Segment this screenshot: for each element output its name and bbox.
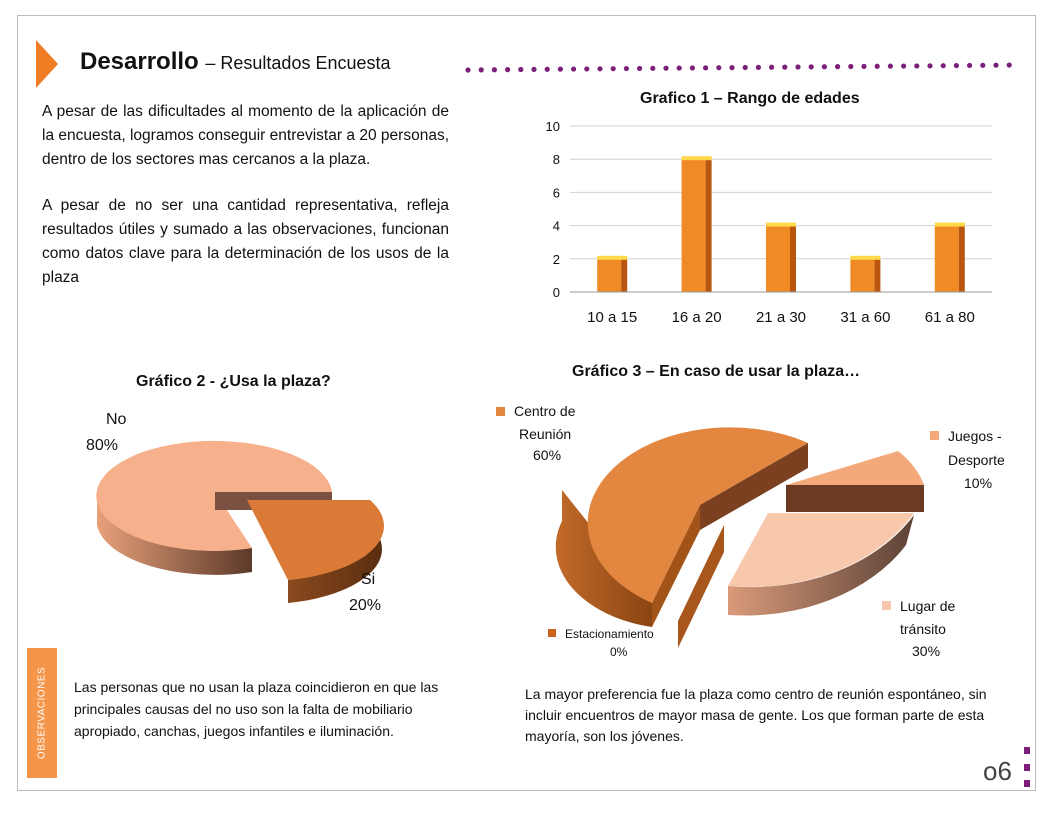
pie-slice-transito [728,513,914,587]
bar-cap [766,222,796,227]
x-tick-label: 21 a 30 [756,309,806,326]
pie-label-si: Si [361,571,375,588]
y-tick-label: 10 [546,119,560,134]
plaza-use-pie-chart: Centro de Reunión 60% Juegos -Desporte 10% … [496,403,1005,659]
x-tick-label: 31 a 60 [840,309,890,326]
pie-percent-si: 20% [349,597,381,614]
age-bar-chart: 0 2 4 6 8 10 10 a 15 16 a 20 21 a 30 31 a 60 61 a … [546,119,992,326]
bar-shade [705,159,712,292]
legend-label-transito: Lugar de tránsito 30% [900,598,955,659]
legend-swatch-juegos [930,431,939,440]
bar-21-a-30 [766,225,790,292]
bar-shade [790,225,796,292]
intro-text: A pesar de las dificultades al momento d… [42,100,449,312]
observaciones-tab [27,648,57,778]
page-frame [17,15,1036,791]
legend-label-estacionamiento: Estacionamiento 0% [565,627,654,659]
pie-percent-no: 80% [86,437,118,454]
page-mark-icon [1024,780,1030,787]
chart3-title: Gráfico 3 – En caso de usar la plaza… [572,363,861,380]
intro-paragraph-2: A pesar de no ser una cantidad represent… [42,197,449,286]
bar-cap [597,255,628,260]
pie-label-no: No [106,411,127,428]
pie-slice-juegos [786,451,924,485]
legend-swatch-centro-reunion [496,407,505,416]
page-number: o6 [983,756,1012,786]
bar-61-a-80 [934,225,959,292]
y-tick-label: 0 [553,285,560,300]
title-arrow-icon [36,40,58,88]
observation-note-2: La mayor preferencia fue la plaza como c… [525,686,987,744]
page-mark-icon [1024,764,1030,771]
chart2-title: Gráfico 2 - ¿Usa la plaza? [136,373,331,390]
dotted-divider [465,62,1012,73]
bar-shade [958,225,965,292]
legend-swatch-transito [882,601,891,610]
chart1-title: Grafico 1 – Rango de edades [640,90,860,107]
bar-shade [621,258,628,292]
y-tick-label: 2 [553,252,560,267]
usa-plaza-pie-chart: No 80% Si 20% [86,411,384,614]
pie-slice-centro-reunion [587,427,808,603]
legend-swatch-estacionamiento [548,629,556,637]
bar-16-a-20 [681,159,706,292]
observaciones-label: OBSERVACIONES [36,666,48,760]
legend-label-juegos: Juegos -Desporte 10% [948,428,1005,491]
x-tick-label: 10 a 15 [587,309,637,326]
bar-shade [874,258,881,292]
bar-cap [934,222,965,227]
observation-note-1: Las personas que no usan la plaza coinci… [74,679,439,739]
x-tick-label: 61 a 80 [925,309,975,326]
pie-slice-si [247,500,384,580]
y-tick-label: 4 [553,219,560,234]
intro-paragraph-1: A pesar de las dificultades al momento d… [42,103,449,168]
bar-cap [850,255,881,260]
bar-10-a-15 [597,258,622,292]
legend-label-centro-reunion: Centro de Reunión 60% [514,403,576,463]
bar-31-a-60 [850,258,875,292]
bar-cap [681,156,712,161]
y-tick-label: 6 [553,185,560,200]
y-tick-label: 8 [553,152,560,167]
pie-slice-no [96,440,332,551]
pie-slice-estacionamiento [678,525,724,648]
page-mark-icon [1024,747,1030,754]
x-tick-label: 16 a 20 [672,309,722,326]
page-title: Desarrollo – Resultados Encuesta [80,48,391,75]
